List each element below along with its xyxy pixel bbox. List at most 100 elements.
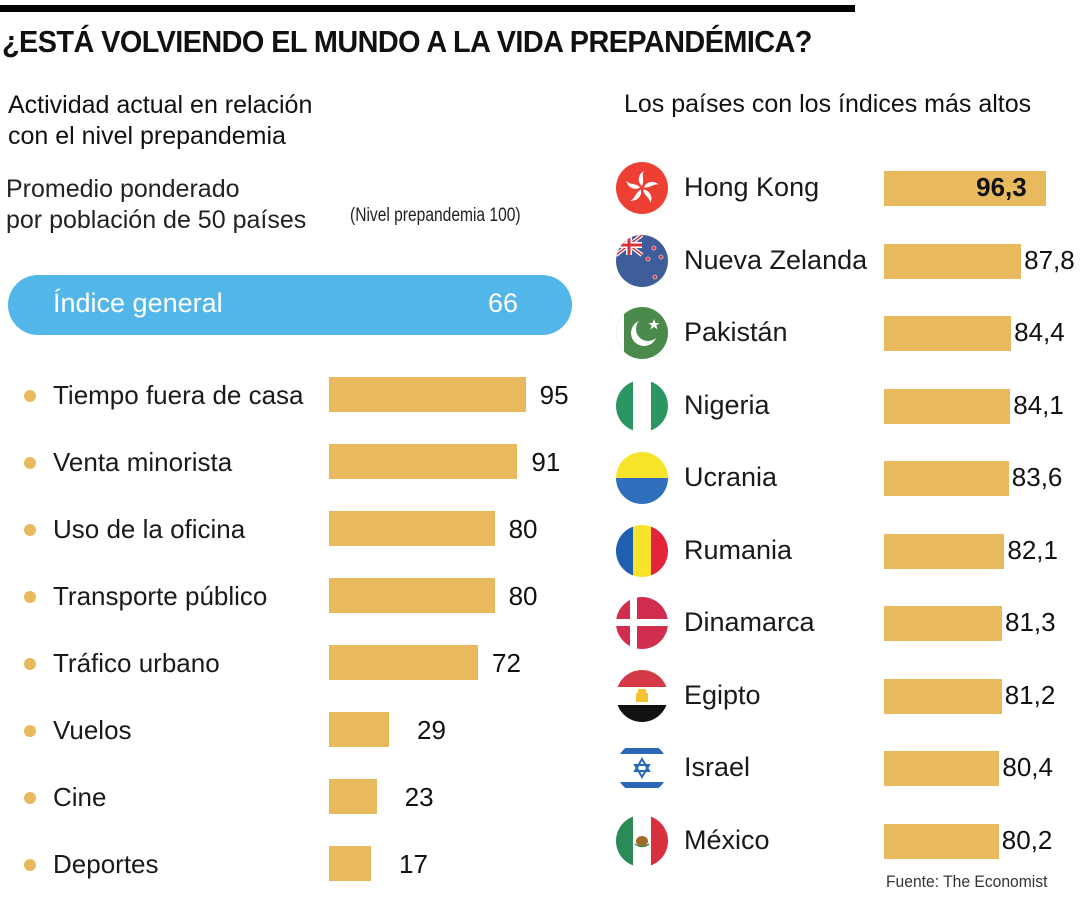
activity-value: 17: [399, 849, 428, 879]
activity-row: Venta minorista 91: [0, 444, 590, 480]
activity-bar: [329, 779, 377, 814]
source-note: Fuente: The Economist: [886, 872, 1048, 891]
country-bar: [884, 388, 1011, 424]
activity-label: Tiempo fuera de casa: [53, 380, 304, 410]
country-value: 87,8: [1024, 244, 1075, 275]
country-label: Rumania: [684, 534, 793, 565]
country-value: 81,2: [1004, 679, 1056, 710]
denmark-flag-icon: [616, 597, 668, 649]
country-row: Nueva Zelanda 87,8: [0, 233, 1080, 289]
activity-value: 23: [404, 782, 434, 812]
general-index-label: Índice general: [53, 288, 223, 318]
country-value: 80,2: [1001, 824, 1053, 855]
country-label: Hong Kong: [684, 172, 820, 202]
hong-kong-flag-icon: [616, 162, 668, 214]
activity-value: 72: [492, 648, 521, 678]
bullet-dot-icon: [24, 390, 36, 402]
activity-bar: [329, 578, 495, 613]
activity-row: Deportes 17: [0, 846, 590, 882]
country-label: Pakistán: [684, 317, 788, 347]
bullet-dot-icon: [24, 792, 36, 804]
country-row: Nigeria 84,1: [0, 378, 1080, 434]
country-row: Pakistán 84,4: [0, 305, 1080, 361]
country-value: 81,3: [1005, 607, 1056, 637]
country-row: Rumania 82,1: [0, 523, 1080, 579]
activity-bar: [329, 712, 390, 747]
activity-value: 95: [539, 380, 569, 410]
activity-bar: [329, 645, 479, 680]
activity-label: Cine: [53, 782, 107, 812]
left-title-line2: con el nivel prepandemia: [8, 122, 286, 150]
country-value: 84,4: [1014, 317, 1065, 347]
activity-row: Uso de la oficina 80: [0, 511, 590, 547]
country-label: Israel: [684, 752, 751, 782]
activity-label: Venta minorista: [53, 447, 233, 477]
activity-value: 91: [531, 447, 561, 477]
activity-bar: [329, 377, 526, 412]
country-label: Egipto: [684, 679, 761, 710]
activity-row: Tráfico urbano 72: [0, 645, 590, 681]
activity-value: 80: [508, 514, 538, 544]
left-panel-subtitle: Promedio ponderado por población de 50 p…: [6, 174, 306, 236]
activity-value: 80: [508, 581, 538, 611]
activity-label: Tráfico urbano: [53, 648, 220, 678]
activity-bar: [329, 846, 371, 881]
country-bar: [884, 171, 1047, 206]
romania-flag-icon: [616, 524, 668, 577]
country-value: 80,4: [1002, 752, 1053, 782]
left-panel-title: Actividad actual en relación con el nive…: [8, 90, 312, 152]
left-title-line1: Actividad actual en relación: [8, 91, 313, 119]
country-label: Dinamarca: [684, 607, 815, 637]
country-label: Ucrania: [684, 462, 778, 492]
activity-value: 29: [417, 715, 446, 745]
activity-row: Cine 23: [0, 779, 590, 815]
baseline-note: (Nivel prepandemia 100): [350, 205, 521, 226]
country-row: Ucrania 83,6: [0, 450, 1080, 506]
country-bar: [884, 678, 1002, 714]
country-row: Hong Kong 96,3: [0, 160, 1080, 216]
country-bar: [884, 461, 1009, 496]
country-label: Nigeria: [684, 389, 770, 420]
bullet-dot-icon: [24, 457, 36, 469]
activity-row: Vuelos 29: [0, 712, 590, 748]
top-rule: [0, 5, 855, 12]
pakistan-flag-icon: [616, 307, 668, 359]
activity-label: Uso de la oficina: [53, 514, 246, 544]
country-row: Dinamarca 81,3: [0, 595, 1080, 651]
country-row: Egipto 81,2: [0, 668, 1080, 724]
country-value: 96,3: [976, 172, 1027, 202]
general-index-pill: Índice general 66: [8, 275, 572, 335]
ukraine-flag-icon: [616, 452, 668, 504]
bullet-dot-icon: [24, 725, 36, 737]
bullet-dot-icon: [24, 524, 36, 536]
country-bar: [884, 751, 1000, 786]
country-value: 84,1: [1013, 389, 1064, 420]
activity-label: Transporte público: [53, 581, 268, 611]
right-panel-title: Los países con los índices más altos: [624, 90, 1032, 118]
country-value: 83,6: [1011, 462, 1063, 492]
main-title: ¿ESTÁ VOLVIENDO EL MUNDO A LA VIDA PREPA…: [2, 24, 812, 59]
activity-bar: [329, 444, 518, 479]
activity-label: Vuelos: [53, 715, 132, 745]
bullet-dot-icon: [24, 591, 36, 603]
general-index-value: 66: [488, 288, 519, 318]
nigeria-flag-icon: [616, 379, 668, 432]
country-row: Israel 80,4: [0, 740, 1080, 796]
country-label: México: [684, 824, 770, 855]
activity-bar: [329, 511, 495, 546]
country-value: 82,1: [1007, 534, 1058, 565]
country-bar: [884, 316, 1012, 351]
activity-row: Transporte público 80: [0, 578, 590, 614]
country-row: México 80,2: [0, 813, 1080, 869]
country-bar: [884, 823, 999, 859]
activity-row: Tiempo fuera de casa 95: [0, 377, 590, 413]
country-bar: [884, 243, 1022, 279]
activity-label: Deportes: [53, 849, 159, 879]
country-label: Nueva Zelanda: [684, 244, 868, 275]
egypt-flag-icon: [616, 669, 668, 722]
left-subtitle-line1: Promedio ponderado: [6, 175, 240, 203]
left-subtitle-line2: por población de 50 países: [6, 206, 307, 234]
bullet-dot-icon: [24, 859, 36, 871]
mexico-flag-icon: [616, 814, 668, 867]
bullet-dot-icon: [24, 658, 36, 670]
